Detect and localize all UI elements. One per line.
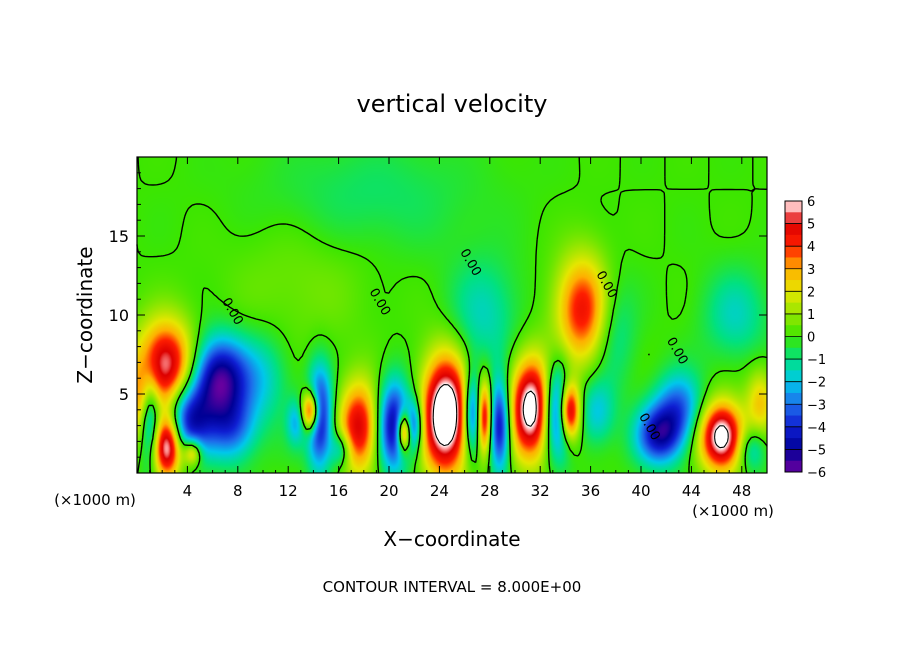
colorbar-tick-label: 3 [807,263,815,278]
x-tick-label: 32 [531,482,550,500]
colorbar-tick-label: 2 [807,285,815,300]
contour-level-0 [136,156,768,474]
colorbar-swatch [785,268,802,281]
colorbar-tick-label: 6 [807,195,815,210]
chart-title: vertical velocity [357,90,548,118]
velocity-field [137,157,767,473]
colorbar-tick-label: −1 [807,353,826,368]
colorbar-tick-label: 5 [807,218,815,233]
plot-area: 0.00 0.000.000.000.000.00 [136,156,768,474]
x-tick-label: 44 [682,482,701,500]
colorbar-swatch [785,223,802,236]
colorbar-tick-label: 0 [807,331,815,346]
y-tick-label: 10 [109,306,129,325]
colorbar-swatch [785,302,802,315]
colorbar-tick-label: −6 [807,466,826,481]
y-tick-label: 15 [109,227,129,246]
y-axis-label: Z−coordinate [73,246,97,383]
colorbar-tick-label: −2 [807,376,826,391]
colorbar-swatch [785,404,802,417]
colorbar-swatch [785,280,802,292]
contour-level-high [432,384,729,449]
x-unit-label-right: (×1000 m) [692,502,774,520]
colorbar-swatch [785,325,802,337]
colorbar-swatch [785,392,802,405]
x-tick-label: 28 [480,482,499,500]
x-tick-label: 40 [631,482,650,500]
colorbar-swatch [785,460,802,473]
y-axis: 5 10 15 [109,172,767,458]
colorbar-swatch [785,381,802,394]
x-axis: 4 8 12 16 20 24 28 32 36 40 44 48 [149,157,755,500]
colorbar-tick-label: 1 [807,308,815,323]
colorbar-tick-label: −3 [807,398,826,413]
colorbar-swatch [785,438,802,450]
colorbar-swatch [785,415,802,428]
x-tick-label: 16 [329,482,348,500]
colorbar-swatch [785,234,802,247]
colorbar-swatch [785,347,802,360]
colorbar-swatch [785,449,802,462]
zero-contours [136,156,768,474]
x-tick-label: 4 [183,482,193,500]
x-tick-label: 24 [430,482,449,500]
colorbar-tick-label: 4 [807,240,815,255]
contour-interval-note: CONTOUR INTERVAL = 8.000E+00 [323,578,582,596]
colorbar-swatch [785,212,802,225]
x-axis-label: X−coordinate [383,527,520,551]
colorbar-tick-label: −5 [807,443,826,458]
x-tick-label: 12 [279,482,298,500]
colorbar-swatch [785,291,802,304]
colorbar: 6 5 4 3 2 1 0 −1 −2 −3 −4 −5 −6 [784,195,826,481]
colorbar-swatch [785,336,802,349]
colorbar-swatch [785,246,802,258]
colorbar-swatch [785,257,802,270]
x-tick-label: 20 [379,482,398,500]
colorbar-swatch [785,370,802,383]
x-tick-label: 36 [581,482,600,500]
colorbar-swatch [785,313,802,326]
x-tick-label: 8 [233,482,243,500]
colorbar-tick-label: −4 [807,421,826,436]
y-tick-label: 5 [119,385,129,404]
x-tick-label: 48 [732,482,751,500]
colorbar-swatch [785,359,802,371]
colorbar-swatch [785,201,802,213]
x-unit-label-left: (×1000 m) [54,491,136,509]
colorbar-swatch [785,426,802,439]
